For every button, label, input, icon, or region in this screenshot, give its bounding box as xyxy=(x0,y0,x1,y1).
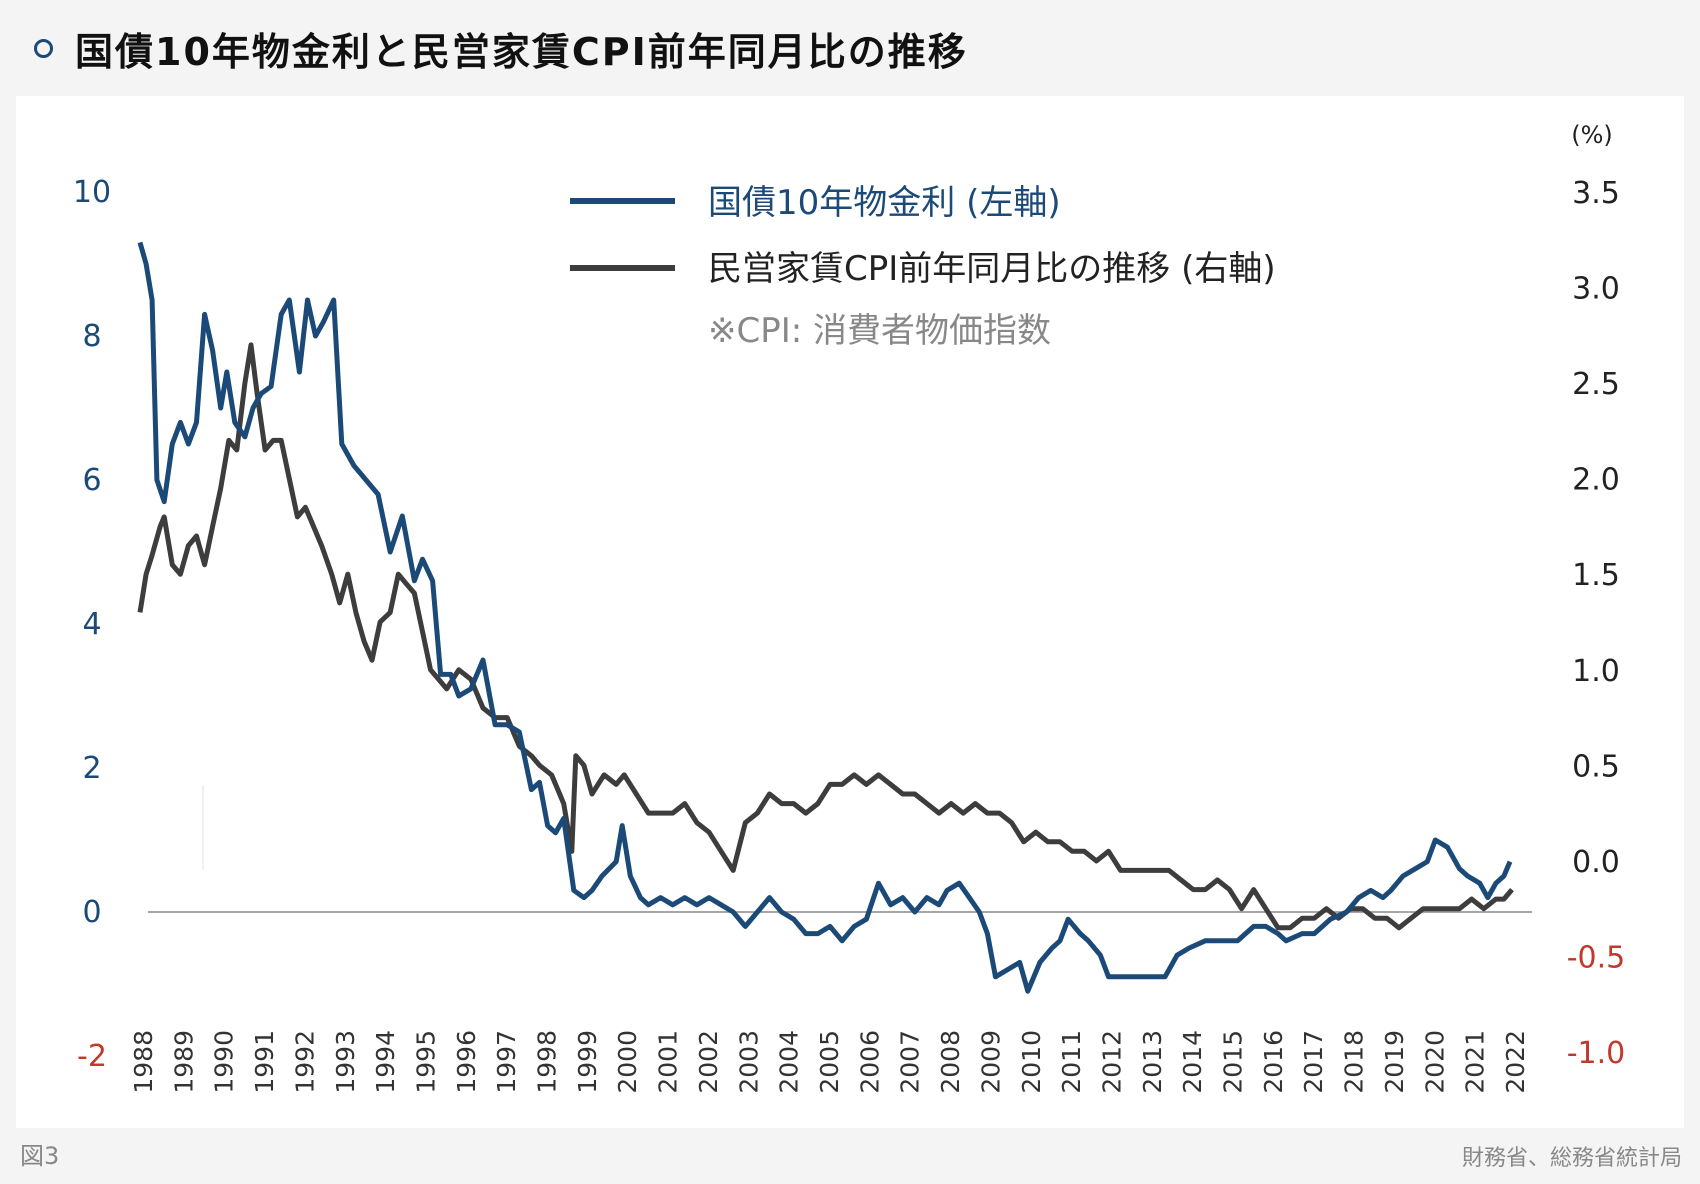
series-line-cpi xyxy=(137,342,1514,931)
right-axis-tick: 0.0 xyxy=(1572,845,1620,880)
page-title: 国債10年物金利と民営家賃CPI前年同月比の推移 xyxy=(75,29,968,74)
x-axis-tick: 2006 xyxy=(855,1030,884,1094)
x-axis-tick: 1989 xyxy=(169,1030,198,1094)
left-axis-tick: 2 xyxy=(82,751,101,786)
series-line-jgb xyxy=(137,241,1513,994)
left-axis-tick: 0 xyxy=(82,895,101,930)
x-axis-tick: 2003 xyxy=(734,1030,763,1094)
figure-label: 図3 xyxy=(20,1142,60,1170)
header: 国債10年物金利と民営家賃CPI前年同月比の推移 xyxy=(0,0,1700,96)
x-axis-tick: 2007 xyxy=(896,1030,925,1094)
circle-bullet-icon xyxy=(34,38,53,58)
x-axis-tick: 1999 xyxy=(573,1030,602,1094)
x-axis-tick: 1997 xyxy=(492,1030,521,1094)
x-axis-tick: 1991 xyxy=(250,1030,279,1094)
x-axis-tick: 2004 xyxy=(775,1030,804,1094)
legend-label-cpi: 民営家賃CPI前年同月比の推移 (右軸) xyxy=(708,249,1276,289)
right-axis-tick: 1.5 xyxy=(1572,558,1620,593)
x-axis-tick: 2022 xyxy=(1501,1030,1530,1094)
chart-panel xyxy=(16,96,1684,1128)
right-axis-tick: 3.0 xyxy=(1572,272,1620,307)
x-axis-tick: 1995 xyxy=(412,1030,441,1094)
x-axis-tick: 1996 xyxy=(452,1030,481,1094)
left-axis-tick: 10 xyxy=(73,175,111,210)
x-axis-tick: 2008 xyxy=(936,1030,965,1094)
x-axis-tick: 1988 xyxy=(129,1030,158,1094)
x-axis-tick: 2012 xyxy=(1098,1030,1127,1094)
left-axis-tick: 6 xyxy=(82,463,101,498)
x-axis-tick: 2002 xyxy=(694,1030,723,1094)
right-axis-tick: -1.0 xyxy=(1567,1036,1626,1071)
x-axis-tick: 2013 xyxy=(1138,1030,1167,1094)
x-axis-tick: 1993 xyxy=(331,1030,360,1094)
x-axis-tick: 2018 xyxy=(1340,1030,1369,1094)
x-axis-tick: 2015 xyxy=(1219,1030,1248,1094)
x-axis-tick: 1990 xyxy=(210,1030,239,1094)
legend-note: ※CPI: 消費者物価指数 xyxy=(708,311,1051,351)
right-axis-tick: 3.5 xyxy=(1572,176,1620,211)
x-axis-tick: 2000 xyxy=(613,1030,642,1094)
x-axis-tick: 1994 xyxy=(371,1030,400,1094)
right-axis-tick: 1.0 xyxy=(1572,654,1620,689)
legend-label-jgb: 国債10年物金利 (左軸) xyxy=(708,183,1061,223)
x-axis-tick: 2001 xyxy=(654,1030,683,1094)
x-axis-tick: 2010 xyxy=(1017,1030,1046,1094)
left-axis-tick: -2 xyxy=(77,1039,107,1074)
x-axis-tick: 2009 xyxy=(976,1030,1005,1094)
right-axis-tick: -0.5 xyxy=(1567,940,1626,975)
x-axis-tick: 1992 xyxy=(290,1030,319,1094)
x-axis-tick: 2005 xyxy=(815,1030,844,1094)
x-axis-tick: 2011 xyxy=(1057,1030,1086,1094)
x-axis-tick: 1998 xyxy=(533,1030,562,1094)
x-axis-tick: 2014 xyxy=(1178,1030,1207,1094)
x-axis-tick: 2016 xyxy=(1259,1030,1288,1094)
right-axis-tick: 0.5 xyxy=(1572,749,1620,784)
legend: 国債10年物金利 (左軸) 民営家賃CPI前年同月比の推移 (右軸) ※CPI:… xyxy=(570,183,1276,351)
x-axis-tick: 2021 xyxy=(1461,1030,1490,1094)
left-axis-tick: 8 xyxy=(82,319,101,354)
right-axis-unit: (%) xyxy=(1571,121,1613,149)
right-axis-tick: 2.0 xyxy=(1572,463,1620,498)
x-axis-tick: 2017 xyxy=(1299,1030,1328,1094)
left-axis-tick: 4 xyxy=(82,607,101,642)
x-axis-tick: 2020 xyxy=(1420,1030,1449,1094)
right-axis-tick: 2.5 xyxy=(1572,367,1620,402)
x-axis-tick: 2019 xyxy=(1380,1030,1409,1094)
source-credit: 財務省、総務省統計局 xyxy=(1461,1146,1682,1171)
